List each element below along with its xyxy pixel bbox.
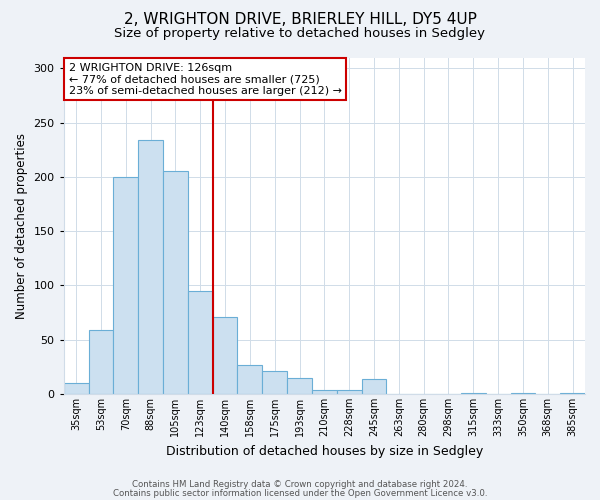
Y-axis label: Number of detached properties: Number of detached properties <box>15 133 28 319</box>
Text: 2 WRIGHTON DRIVE: 126sqm
← 77% of detached houses are smaller (725)
23% of semi-: 2 WRIGHTON DRIVE: 126sqm ← 77% of detach… <box>69 62 342 96</box>
Bar <box>238 364 262 394</box>
Bar <box>262 371 287 394</box>
Text: 2, WRIGHTON DRIVE, BRIERLEY HILL, DY5 4UP: 2, WRIGHTON DRIVE, BRIERLEY HILL, DY5 4U… <box>124 12 476 28</box>
X-axis label: Distribution of detached houses by size in Sedgley: Distribution of detached houses by size … <box>166 444 483 458</box>
Bar <box>461 393 486 394</box>
Text: Contains HM Land Registry data © Crown copyright and database right 2024.: Contains HM Land Registry data © Crown c… <box>132 480 468 489</box>
Bar <box>212 317 238 394</box>
Bar <box>89 330 113 394</box>
Bar <box>312 390 337 394</box>
Bar <box>113 177 138 394</box>
Bar <box>64 383 89 394</box>
Text: Contains public sector information licensed under the Open Government Licence v3: Contains public sector information licen… <box>113 488 487 498</box>
Bar <box>163 172 188 394</box>
Bar <box>188 291 212 394</box>
Bar <box>560 393 585 394</box>
Bar <box>511 393 535 394</box>
Bar <box>337 390 362 394</box>
Bar <box>362 379 386 394</box>
Text: Size of property relative to detached houses in Sedgley: Size of property relative to detached ho… <box>115 28 485 40</box>
Bar <box>287 378 312 394</box>
Bar <box>138 140 163 394</box>
